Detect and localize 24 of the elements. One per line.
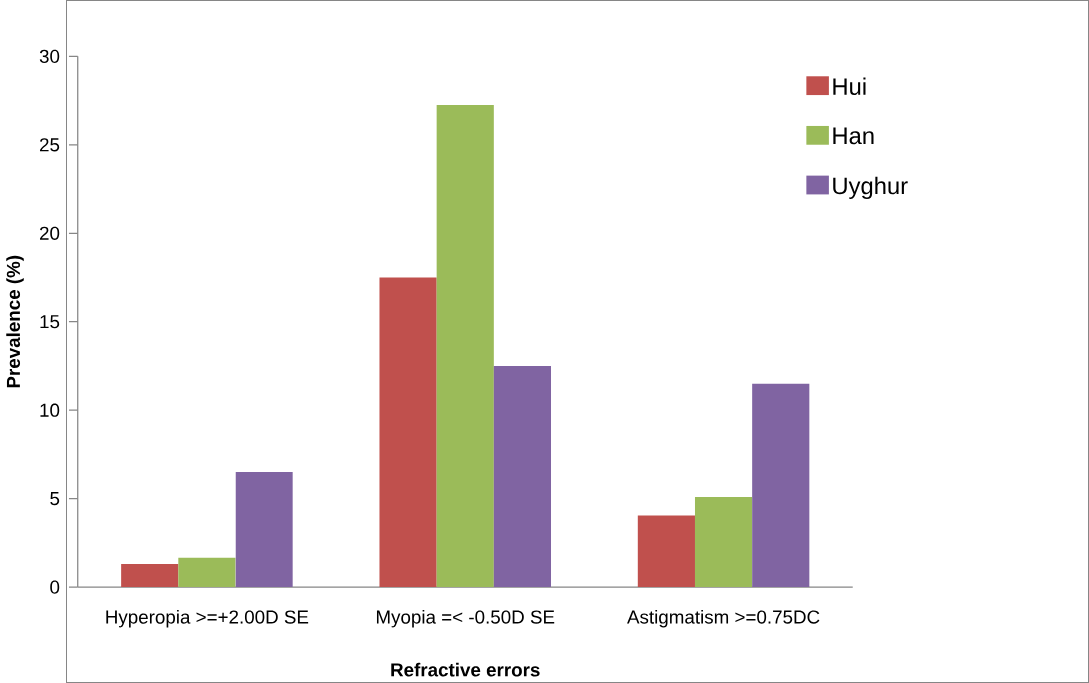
bar <box>121 564 179 588</box>
legend-label: Hui <box>833 77 866 96</box>
x-axis-title: Refractive errors <box>391 662 540 677</box>
bar <box>235 472 293 588</box>
y-tick-label: 15 <box>40 315 60 329</box>
y-axis-title: Prevalence (%) <box>6 255 24 388</box>
bar <box>493 366 552 588</box>
y-tick-label: 25 <box>39 138 60 152</box>
x-tick-label: Myopia =< -0.50D SE <box>376 609 555 628</box>
y-tick-label: 0 <box>50 580 60 594</box>
legend-label: Uyghur <box>833 176 908 200</box>
bar <box>436 105 494 588</box>
y-tick-label: 30 <box>39 49 60 64</box>
bar <box>379 277 437 588</box>
y-tick-label: 20 <box>39 226 60 240</box>
y-tick-label: 5 <box>50 492 60 506</box>
legend-label: Han <box>833 127 874 145</box>
bar <box>178 557 236 588</box>
bar <box>752 383 810 588</box>
y-tick-label: 10 <box>40 403 60 417</box>
bar <box>694 496 753 588</box>
x-tick-label: Hyperopia >=+2.00D SE <box>106 609 309 628</box>
bar <box>637 515 695 588</box>
x-tick-label: Astigmatism >=0.75DC <box>627 609 820 628</box>
